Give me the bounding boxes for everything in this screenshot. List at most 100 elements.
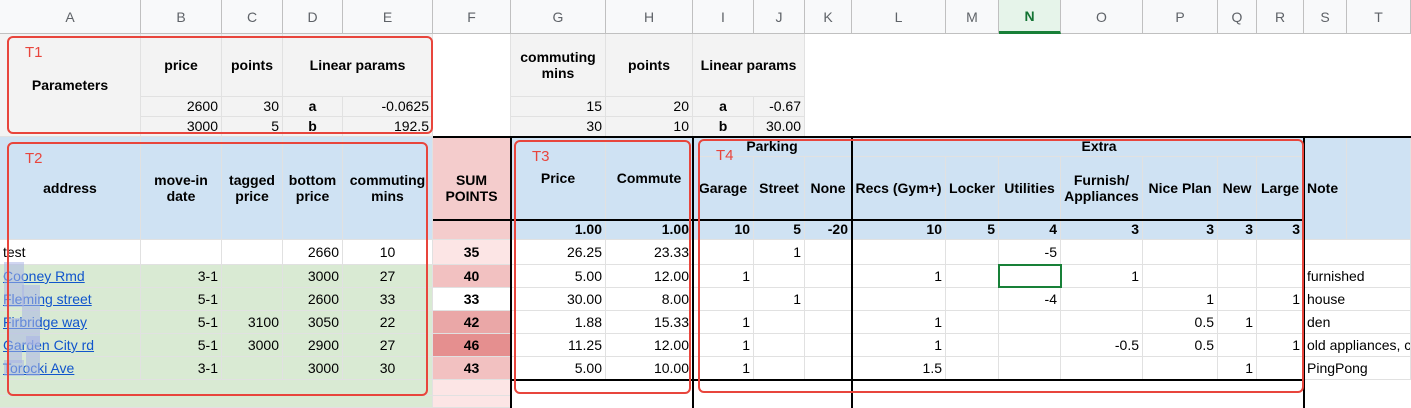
recs-cell[interactable] <box>852 288 946 311</box>
commute-param-key[interactable]: b <box>693 117 754 137</box>
column-header-g[interactable]: G <box>511 0 606 34</box>
commute-param-value[interactable]: 30.00 <box>754 117 805 137</box>
commute-points-cell[interactable]: 12.00 <box>606 334 693 357</box>
utilities-cell[interactable] <box>999 334 1061 357</box>
column-header-b[interactable]: B <box>141 0 222 34</box>
movein-cell[interactable]: 5-1 <box>141 288 222 311</box>
sum-points-cell[interactable]: 42 <box>433 311 511 334</box>
header-bottom-price[interactable]: bottom price <box>283 137 343 240</box>
commute-points-cell[interactable]: 15.33 <box>606 311 693 334</box>
utilities-cell[interactable]: -4 <box>999 288 1061 311</box>
header-recs[interactable]: Recs (Gym+) <box>852 157 946 220</box>
bottom-price-cell[interactable]: 3000 <box>283 265 343 288</box>
tagged-price-cell[interactable] <box>222 265 283 288</box>
header-parking[interactable]: Parking <box>693 137 852 157</box>
column-header-l[interactable]: L <box>852 0 946 34</box>
new-cell[interactable]: 1 <box>1218 311 1257 334</box>
furnish-cell[interactable] <box>1061 240 1143 265</box>
niceplan-cell[interactable] <box>1143 265 1218 288</box>
column-header-i[interactable]: I <box>693 0 754 34</box>
header-commute[interactable]: Commute <box>606 137 693 220</box>
furnish-cell[interactable] <box>1061 288 1143 311</box>
weight-price[interactable]: 1.00 <box>511 220 606 240</box>
commute-param-points[interactable]: 20 <box>606 97 693 117</box>
niceplan-cell[interactable]: 1 <box>1143 288 1218 311</box>
column-header-e[interactable]: E <box>343 0 433 34</box>
column-header-d[interactable]: D <box>283 0 343 34</box>
garage-cell[interactable]: 1 <box>693 357 754 380</box>
recs-cell[interactable] <box>852 240 946 265</box>
header-new[interactable]: New <box>1218 157 1257 220</box>
large-cell[interactable] <box>1257 311 1304 334</box>
commute-points-header[interactable]: points <box>606 34 693 97</box>
recs-cell[interactable]: 1 <box>852 334 946 357</box>
niceplan-cell[interactable] <box>1143 240 1218 265</box>
new-cell[interactable] <box>1218 265 1257 288</box>
tagged-price-cell[interactable]: 3100 <box>222 311 283 334</box>
recs-cell[interactable]: 1 <box>852 311 946 334</box>
weight-street[interactable]: 5 <box>754 220 805 240</box>
column-header-f[interactable]: F <box>433 0 511 34</box>
garage-cell[interactable]: 1 <box>693 311 754 334</box>
none-cell[interactable] <box>805 265 852 288</box>
commute-points-cell[interactable]: 10.00 <box>606 357 693 380</box>
param-points[interactable]: 5 <box>222 117 283 137</box>
street-cell[interactable] <box>754 334 805 357</box>
weight-niceplan[interactable]: 3 <box>1143 220 1218 240</box>
commute-linear-header[interactable]: Linear params <box>693 34 805 97</box>
tagged-price-cell[interactable] <box>222 240 283 265</box>
params-linear-header[interactable]: Linear params <box>283 34 433 97</box>
weight-locker[interactable]: 5 <box>946 220 999 240</box>
param-points[interactable]: 30 <box>222 97 283 117</box>
column-header-n[interactable]: N <box>999 0 1061 34</box>
bottom-price-cell[interactable]: 3000 <box>283 357 343 380</box>
locker-cell[interactable] <box>946 265 999 288</box>
movein-cell[interactable]: 3-1 <box>141 357 222 380</box>
sum-points-cell[interactable]: 35 <box>433 240 511 265</box>
param-price[interactable]: 3000 <box>141 117 222 137</box>
new-cell[interactable] <box>1218 240 1257 265</box>
params-title[interactable]: Parameters <box>0 34 141 137</box>
header-movein[interactable]: move-in date <box>141 137 222 240</box>
header-garage[interactable]: Garage <box>693 157 754 220</box>
utilities-cell[interactable] <box>999 311 1061 334</box>
garage-cell[interactable] <box>693 288 754 311</box>
street-cell[interactable] <box>754 357 805 380</box>
note-cell[interactable]: house <box>1304 288 1411 311</box>
niceplan-cell[interactable]: 0.5 <box>1143 334 1218 357</box>
niceplan-cell[interactable]: 0.5 <box>1143 311 1218 334</box>
header-niceplan[interactable]: Nice Plan <box>1143 157 1218 220</box>
locker-cell[interactable] <box>946 357 999 380</box>
furnish-cell[interactable]: -0.5 <box>1061 334 1143 357</box>
column-header-t[interactable]: T <box>1347 0 1411 34</box>
weight-none[interactable]: -20 <box>805 220 852 240</box>
commute-points-cell[interactable]: 8.00 <box>606 288 693 311</box>
street-cell[interactable]: 1 <box>754 288 805 311</box>
street-cell[interactable] <box>754 311 805 334</box>
note-cell[interactable]: old appliances, c <box>1304 334 1411 357</box>
column-header-r[interactable]: R <box>1257 0 1304 34</box>
recs-cell[interactable]: 1 <box>852 265 946 288</box>
sum-points-cell[interactable]: 33 <box>433 288 511 311</box>
locker-cell[interactable] <box>946 240 999 265</box>
utilities-cell[interactable]: -5 <box>999 240 1061 265</box>
locker-cell[interactable] <box>946 288 999 311</box>
header-utilities[interactable]: Utilities <box>999 157 1061 220</box>
garage-cell[interactable]: 1 <box>693 265 754 288</box>
new-cell[interactable] <box>1218 288 1257 311</box>
header-note[interactable]: Note <box>1304 137 1347 240</box>
price-points-cell[interactable]: 11.25 <box>511 334 606 357</box>
commute-param-value[interactable]: -0.67 <box>754 97 805 117</box>
weight-new[interactable]: 3 <box>1218 220 1257 240</box>
header-extra[interactable]: Extra <box>852 137 1347 157</box>
commute-param-key[interactable]: a <box>693 97 754 117</box>
commute-param-mins[interactable]: 30 <box>511 117 606 137</box>
header-sum-points[interactable]: SUM POINTS <box>433 137 511 240</box>
column-header-k[interactable]: K <box>805 0 852 34</box>
bottom-price-cell[interactable]: 2600 <box>283 288 343 311</box>
param-value[interactable]: -0.0625 <box>343 97 433 117</box>
header-tagged-price[interactable]: tagged price <box>222 137 283 240</box>
column-header-o[interactable]: O <box>1061 0 1143 34</box>
tagged-price-cell[interactable] <box>222 288 283 311</box>
header-street[interactable]: Street <box>754 157 805 220</box>
